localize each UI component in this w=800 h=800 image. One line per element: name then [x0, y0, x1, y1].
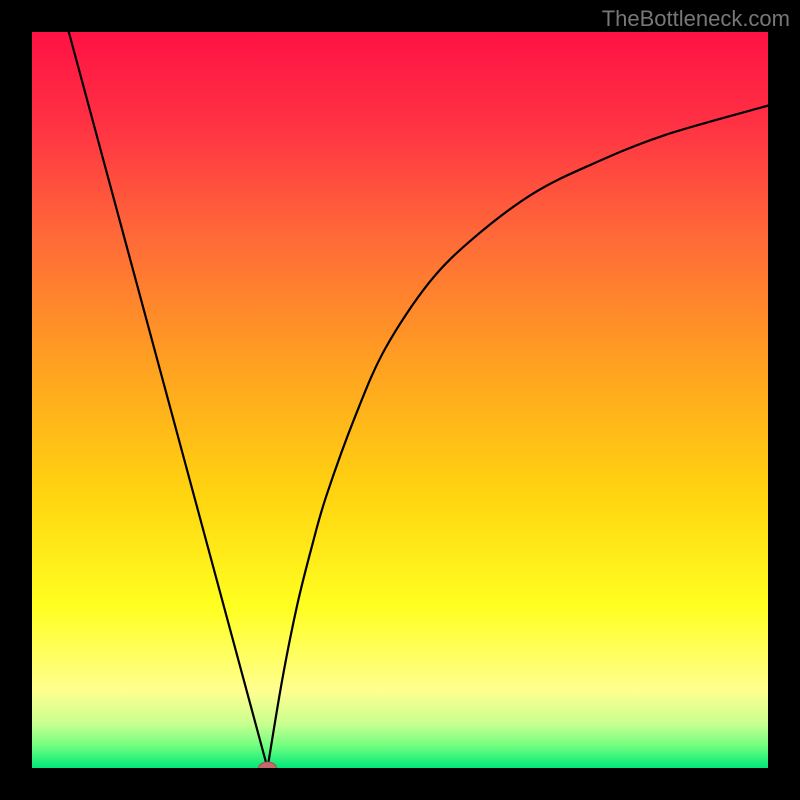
- watermark-text: TheBottleneck.com: [602, 6, 790, 32]
- chart-plot-background: [32, 32, 768, 768]
- bottleneck-chart: [0, 0, 800, 800]
- chart-container: TheBottleneck.com: [0, 0, 800, 800]
